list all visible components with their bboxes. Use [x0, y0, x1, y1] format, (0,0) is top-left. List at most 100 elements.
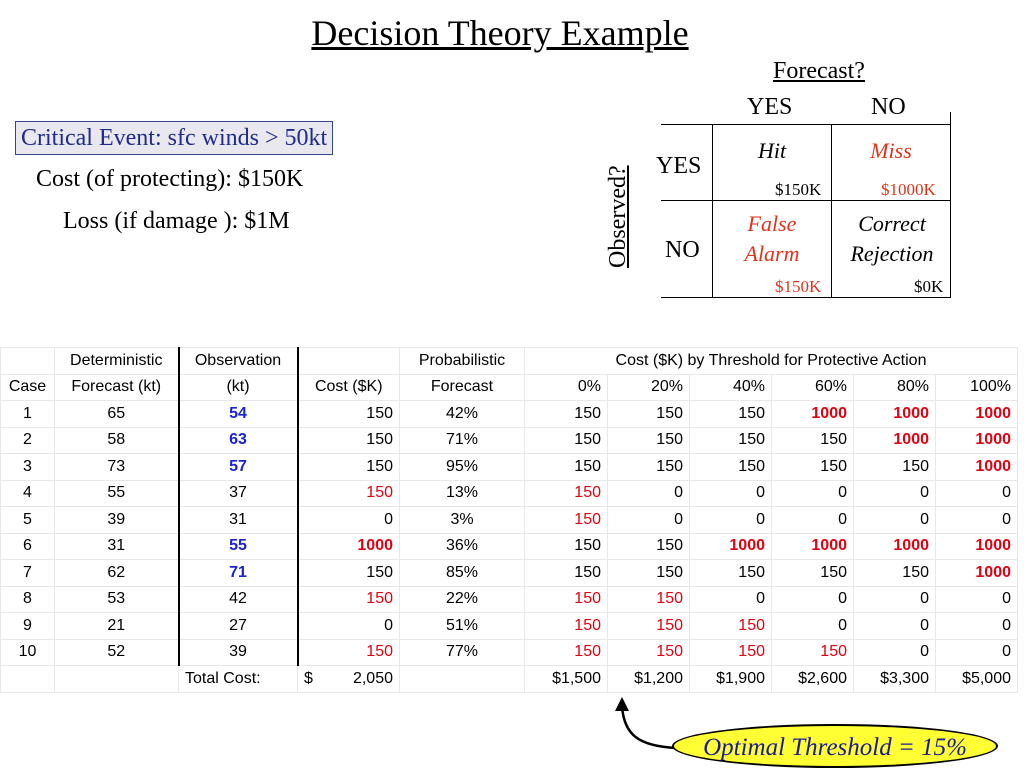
false-alarm-label-1: False	[747, 211, 797, 236]
header-cell: Forecast	[399, 373, 525, 401]
table-cell: 55	[54, 479, 179, 507]
table-cell: 0	[607, 479, 690, 507]
forecast-label: Forecast?	[773, 58, 865, 84]
matrix-top-line	[661, 124, 951, 125]
table-cell: 150	[524, 453, 608, 481]
table-cell: 150	[607, 532, 690, 560]
table-cell: 0	[935, 638, 1018, 666]
table-cell: 1000	[771, 400, 854, 428]
table-cell: 10	[0, 638, 55, 666]
header-row-1: Deterministic Observation Probabilistic …	[0, 347, 1018, 375]
forecast-yes-label: YES	[747, 94, 793, 120]
loss-if-damage: Loss (if damage ): $1M	[63, 208, 290, 234]
table-cell: 3	[0, 453, 55, 481]
table-cell: 31	[177, 506, 298, 534]
total-cost-cell: $2,050	[297, 665, 400, 693]
total-dollar-sign: $	[304, 669, 313, 687]
matrix-left-line	[712, 124, 713, 298]
table-cell: 150	[689, 426, 772, 454]
table-cell: 37	[177, 479, 298, 507]
table-cell: 150	[524, 532, 608, 560]
table-cell: 22%	[399, 585, 525, 613]
table-cell: 52	[54, 638, 179, 666]
table-cell: 0	[853, 479, 936, 507]
table-row: 2 58 63 150 71% 150 150 150 150 1000 1000	[0, 426, 1018, 454]
matrix-middle-line	[661, 200, 951, 201]
table-cell: 0	[935, 479, 1018, 507]
table-cell	[399, 665, 525, 693]
table-cell: 150	[524, 506, 608, 534]
table-row: 4 55 37 150 13% 150 0 0 0 0 0	[0, 479, 1018, 507]
header-cell: 0%	[524, 373, 608, 401]
table-cell: 51%	[399, 612, 525, 640]
table-cell: 9	[0, 612, 55, 640]
table-cell: 42%	[399, 400, 525, 428]
table-cell: $3,300	[853, 665, 936, 693]
table-cell: 1000	[935, 400, 1018, 428]
table-cell: 0	[771, 479, 854, 507]
table-cell: 58	[54, 426, 179, 454]
matrix-right-line	[950, 112, 951, 298]
table-cell: 31	[54, 532, 179, 560]
table-cell: 0	[689, 479, 772, 507]
table-cell: 1000	[689, 532, 772, 560]
table-cell: 36%	[399, 532, 525, 560]
table-cell: 150	[296, 559, 400, 587]
table-cell: 0	[853, 612, 936, 640]
table-cell: 4	[0, 479, 55, 507]
table-cell: 71%	[399, 426, 525, 454]
table-cell: 8	[0, 585, 55, 613]
header-cell	[296, 347, 400, 375]
table-cell: 13%	[399, 479, 525, 507]
table-cell: 150	[296, 400, 400, 428]
table-cell: 150	[524, 638, 608, 666]
table-cell: $1,500	[524, 665, 608, 693]
table-cell: 0	[853, 585, 936, 613]
header-cell: Probabilistic	[399, 347, 525, 375]
table-cell: 150	[853, 559, 936, 587]
matrix-bottom-line	[661, 297, 951, 298]
table-cell: 62	[54, 559, 179, 587]
table-cell: 1000	[935, 426, 1018, 454]
cost-table-body: Deterministic Observation Probabilistic …	[0, 347, 1018, 693]
total-cost-value: 2,050	[352, 669, 393, 687]
table-cell: 150	[296, 585, 400, 613]
header-cell: Case	[0, 373, 55, 401]
observed-no-label: NO	[665, 237, 700, 263]
table-cell: 0	[689, 585, 772, 613]
table-cell: 150	[771, 453, 854, 481]
table-cell: 150	[689, 400, 772, 428]
header-cell: 40%	[689, 373, 772, 401]
table-cell: 71	[177, 559, 298, 587]
false-alarm-label-2: Alarm	[744, 241, 800, 266]
header-row-2: Case Forecast (kt) (kt) Cost ($K) Foreca…	[0, 373, 1018, 401]
observed-label: Observed?	[605, 165, 631, 268]
table-cell: 0	[935, 506, 1018, 534]
critical-event-box: Critical Event: sfc winds > 50kt	[15, 121, 334, 155]
table-cell: $1,200	[607, 665, 690, 693]
table-row: 9 21 27 0 51% 150 150 150 0 0 0	[0, 612, 1018, 640]
table-cell: 54	[177, 400, 298, 428]
table-cell: 0	[296, 506, 400, 534]
table-cell: 150	[689, 559, 772, 587]
header-cell: 100%	[935, 373, 1018, 401]
table-cell: 65	[54, 400, 179, 428]
miss-label: Miss	[870, 138, 912, 163]
table-cell: 1000	[853, 532, 936, 560]
page-title: Decision Theory Example	[311, 13, 689, 53]
table-cell: 150	[524, 426, 608, 454]
table-cell	[54, 665, 179, 693]
table-row: 1 65 54 150 42% 150 150 150 1000 1000 1000	[0, 400, 1018, 428]
table-cell: 0	[771, 585, 854, 613]
table-cell: $5,000	[935, 665, 1018, 693]
table-cell: 63	[177, 426, 298, 454]
correct-rejection-label-1: Correct	[858, 211, 926, 236]
total-row: Total Cost: $2,050 $1,500 $1,200 $1,900 $2,60…	[0, 665, 1018, 693]
table-cell: 150	[607, 612, 690, 640]
table-cell: 53	[54, 585, 179, 613]
table-cell: 1000	[771, 532, 854, 560]
table-cell: 150	[771, 426, 854, 454]
table-cell: 3%	[399, 506, 525, 534]
table-cell: 150	[524, 559, 608, 587]
table-cell: 0	[853, 506, 936, 534]
